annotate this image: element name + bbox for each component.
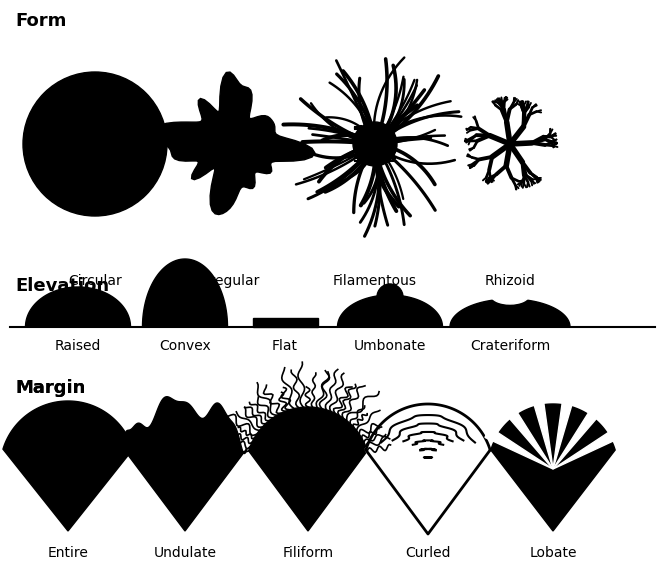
Polygon shape (553, 406, 602, 469)
Polygon shape (504, 406, 553, 469)
Text: Form: Form (15, 12, 66, 30)
Text: Lobate: Lobate (529, 546, 577, 560)
Polygon shape (123, 397, 247, 531)
Polygon shape (553, 428, 621, 469)
Ellipse shape (491, 286, 529, 304)
Text: Crateriform: Crateriform (470, 339, 550, 353)
Circle shape (23, 72, 167, 216)
Text: Flat: Flat (272, 339, 298, 353)
Text: Circular: Circular (68, 274, 122, 288)
Text: Entire: Entire (48, 546, 88, 560)
Text: Raised: Raised (55, 339, 101, 353)
Text: Rhizoid: Rhizoid (485, 274, 535, 288)
Polygon shape (485, 428, 553, 469)
Text: Filamentous: Filamentous (333, 274, 417, 288)
Circle shape (377, 284, 403, 310)
Polygon shape (338, 295, 442, 327)
Polygon shape (491, 404, 615, 531)
Polygon shape (249, 407, 367, 531)
Text: Margin: Margin (15, 379, 85, 397)
Polygon shape (142, 259, 227, 327)
Polygon shape (154, 72, 315, 215)
Text: Umbonate: Umbonate (354, 339, 426, 353)
Text: Elevation: Elevation (15, 277, 109, 295)
Text: Undulate: Undulate (154, 546, 217, 560)
Polygon shape (25, 287, 130, 327)
Circle shape (353, 122, 397, 166)
Polygon shape (532, 395, 553, 469)
Text: Curled: Curled (405, 546, 451, 560)
Polygon shape (450, 299, 570, 327)
Bar (253, 318, 317, 327)
Text: Convex: Convex (159, 339, 211, 353)
Polygon shape (553, 395, 574, 469)
Text: Margin: Margin (15, 379, 85, 397)
Text: Filiform: Filiform (283, 546, 334, 560)
Text: Irregular: Irregular (200, 274, 260, 288)
Polygon shape (366, 404, 490, 534)
Polygon shape (3, 401, 133, 531)
